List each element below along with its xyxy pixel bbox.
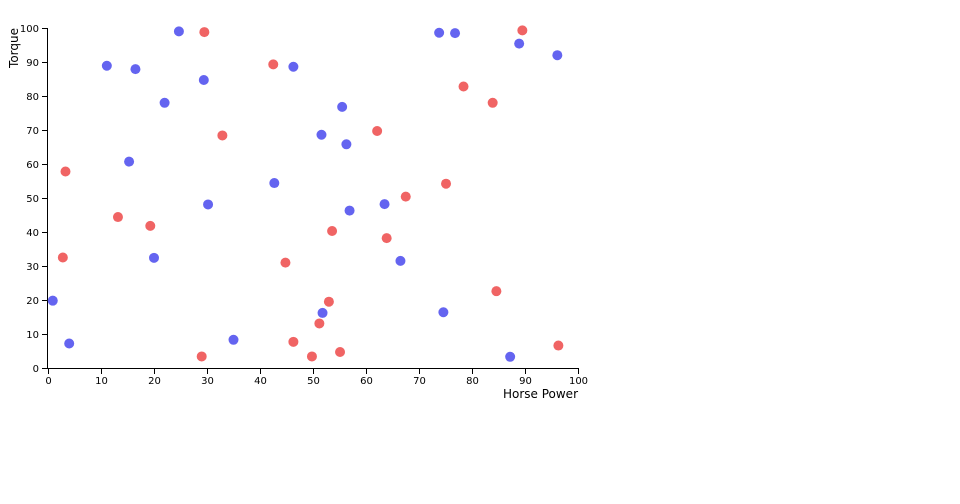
y-tick-label: 0 <box>33 364 39 375</box>
scatter-point[interactable] <box>450 28 461 39</box>
scatter-point[interactable] <box>553 340 564 351</box>
scatter-point[interactable] <box>217 130 228 141</box>
y-tick-label: 50 <box>26 194 39 205</box>
scatter-point[interactable] <box>196 351 207 362</box>
scatter-point[interactable] <box>327 225 338 236</box>
x-axis-title: Horse Power <box>503 387 578 401</box>
scatter-point[interactable] <box>372 126 383 137</box>
data-points <box>47 25 564 362</box>
y-tick-label: 30 <box>26 262 39 273</box>
scatter-point[interactable] <box>381 233 392 244</box>
y-tick-label: 100 <box>20 24 39 35</box>
scatter-point[interactable] <box>434 27 445 38</box>
scatter-point[interactable] <box>341 139 352 150</box>
scatter-point[interactable] <box>487 97 498 108</box>
y-tick-label: 80 <box>26 92 39 103</box>
scatter-point[interactable] <box>317 307 328 318</box>
scatter-point[interactable] <box>458 81 469 92</box>
scatter-point[interactable] <box>491 286 502 297</box>
scatter-point[interactable] <box>268 59 279 70</box>
scatter-point[interactable] <box>379 199 390 210</box>
scatter-point[interactable] <box>159 97 170 108</box>
y-tick-label: 40 <box>26 228 39 239</box>
x-tick-label: 90 <box>519 376 532 387</box>
scatter-point[interactable] <box>269 178 280 189</box>
x-tick-label: 50 <box>307 376 320 387</box>
scatter-point[interactable] <box>395 255 406 266</box>
scatter-point[interactable] <box>112 212 123 223</box>
scatter-point[interactable] <box>306 351 317 362</box>
scatter-point[interactable] <box>552 50 563 61</box>
y-tick-label: 60 <box>26 160 39 171</box>
scatter-point[interactable] <box>101 60 112 71</box>
y-axis-title: Torque <box>7 28 21 69</box>
scatter-point[interactable] <box>323 296 334 307</box>
scatter-point[interactable] <box>149 252 159 263</box>
scatter-point[interactable] <box>173 26 184 37</box>
scatter-point[interactable] <box>335 347 346 358</box>
x-tick-label: 80 <box>466 376 479 387</box>
x-tick-label: 70 <box>413 376 426 387</box>
scatter-point[interactable] <box>517 25 528 36</box>
scatter-point[interactable] <box>288 61 299 72</box>
scatter-point[interactable] <box>344 205 355 216</box>
x-tick-label: 40 <box>254 376 267 387</box>
scatter-point[interactable] <box>337 101 348 112</box>
y-tick-label: 90 <box>26 58 39 69</box>
scatter-point[interactable] <box>505 351 516 362</box>
scatter-point[interactable] <box>438 307 449 318</box>
scatter-point[interactable] <box>314 318 325 329</box>
y-tick-label: 20 <box>26 296 39 307</box>
x-tick-label: 10 <box>95 376 108 387</box>
y-tick-label: 70 <box>26 126 39 137</box>
scatter-point[interactable] <box>514 38 525 49</box>
x-tick-label: 0 <box>45 376 51 387</box>
y-tick-label: 10 <box>26 330 39 341</box>
y-axis-ticks: 0 10 20 30 40 50 60 70 80 90 100 <box>20 24 48 375</box>
scatter-point[interactable] <box>441 178 452 189</box>
scatter-point[interactable] <box>130 64 141 75</box>
scatter-point[interactable] <box>199 27 210 38</box>
scatter-point[interactable] <box>400 191 411 202</box>
x-tick-label: 30 <box>201 376 214 387</box>
scatter-point[interactable] <box>145 220 156 231</box>
x-tick-label: 20 <box>148 376 161 387</box>
x-tick-label: 100 <box>569 376 588 387</box>
scatter-point[interactable] <box>203 199 214 210</box>
axes-group: 0 10 20 30 40 50 60 70 80 90 100 0 10 20 30 40 50 60 70 80… <box>20 24 588 387</box>
scatter-point[interactable] <box>64 338 75 349</box>
scatter-point[interactable] <box>60 166 71 177</box>
scatter-point[interactable] <box>57 252 68 263</box>
scatter-point[interactable] <box>316 129 327 140</box>
scatter-point[interactable] <box>288 336 299 347</box>
scatter-point[interactable] <box>47 295 58 306</box>
x-axis-ticks: 0 10 20 30 40 50 60 70 80 90 100 <box>45 368 588 387</box>
scatter-point[interactable] <box>198 75 209 86</box>
scatter-point[interactable] <box>280 257 291 268</box>
x-tick-label: 60 <box>360 376 373 387</box>
scatter-point[interactable] <box>124 156 135 167</box>
scatter-point[interactable] <box>228 334 239 345</box>
